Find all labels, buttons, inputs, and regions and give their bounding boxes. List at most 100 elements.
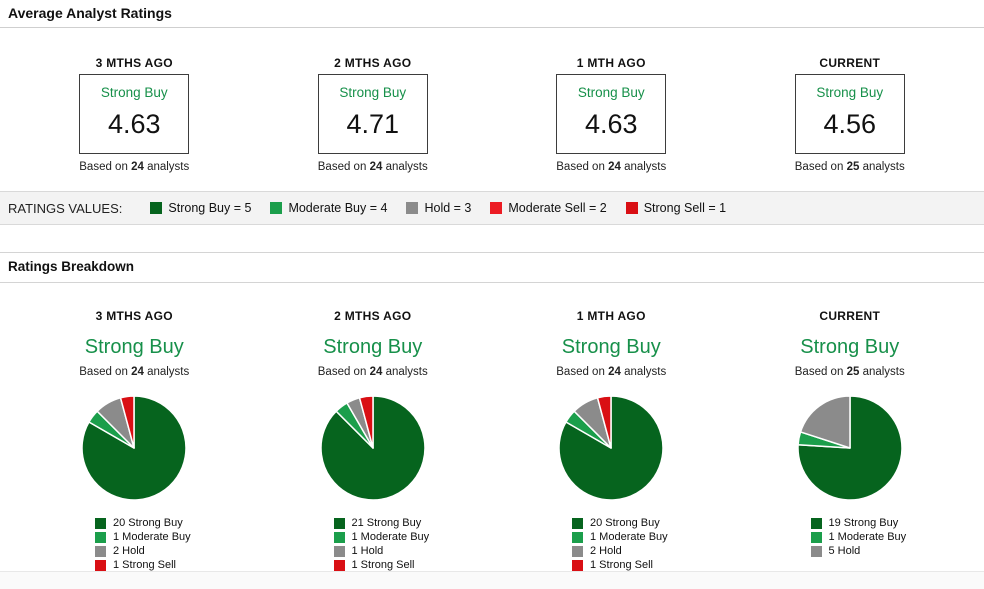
legend-color-swatch [406,202,419,214]
rating-value: 4.63 [584,109,638,139]
average-ratings-grid: 3 MTHS AGO Strong Buy 4.63 Based on 24 a… [0,28,984,173]
based-on-text: Based on 24 analysts [556,366,667,378]
pie-chart [320,395,426,501]
rating-label: Strong Buy [816,85,884,100]
analyst-count: 24 [369,366,383,378]
period-label: 3 MTHS AGO [95,56,173,70]
ratings-value-item-moderate-buy: Moderate Buy = 4 [270,201,387,215]
legend-color-swatch [572,531,583,543]
pie-legend-item: 21 Strong Buy [333,516,493,530]
pie-legend-label: 21 Strong Buy [351,517,422,529]
ratings-value-item-strong-sell: Strong Sell = 1 [625,201,727,215]
legend-color-swatch [810,531,822,543]
legend-color-swatch [95,531,106,543]
period-label: 3 MTHS AGO [95,309,173,323]
pie-legend-item: 20 Strong Buy [572,516,731,530]
pie-legend-label: 5 Hold [828,545,861,557]
pie-legend-label: 1 Strong Sell [113,559,176,571]
based-on-text: Based on 25 analysts [794,161,905,173]
pie-legend-item: 5 Hold [810,544,970,558]
pie-slice [799,395,851,449]
pie-legend-label: 1 Moderate Buy [351,531,430,543]
rating-label: Strong Buy [84,336,184,358]
rating-label: Strong Buy [561,336,661,358]
legend-color-swatch [95,559,106,571]
analyst-count: 24 [608,161,621,173]
based-on-text: Based on 24 analysts [79,161,190,173]
pie-slice [320,395,426,501]
pie-legend: 21 Strong Buy 1 Moderate Buy 1 Hold 1 Stron… [333,516,493,572]
legend-color-swatch [625,202,638,214]
legend-color-swatch [572,517,583,529]
average-column-1mth: 1 MTH AGO Strong Buy 4.63 Based on 24 an… [492,56,731,173]
period-label: 1 MTH AGO [576,56,646,70]
pie-legend-item: 1 Strong Sell [572,558,731,572]
pie-legend-item: 1 Moderate Buy [810,530,970,544]
pie-legend-item: 2 Hold [572,544,731,558]
breakdown-column-3mths: 3 MTHS AGO Strong Buy Based on 24 analys… [15,309,254,572]
legend-item-label: Moderate Buy = 4 [288,201,388,215]
pie-legend: 20 Strong Buy 1 Moderate Buy 2 Hold 1 Stron… [95,516,254,572]
pie-legend-label: 1 Moderate Buy [590,531,668,543]
pie-legend-label: 1 Moderate Buy [828,531,907,543]
based-on-text: Based on 24 analysts [317,366,428,378]
legend-color-swatch [333,531,345,543]
breakdown-column-1mth: 1 MTH AGO Strong Buy Based on 24 analyst… [492,309,731,572]
pie-legend-item: 1 Moderate Buy [95,530,254,544]
breakdown-section-header: Ratings Breakdown [0,252,984,283]
based-on-text: Based on 24 analysts [79,366,190,378]
legend-color-swatch [150,202,163,214]
pie-legend-label: 2 Hold [113,545,145,557]
legend-color-swatch [810,517,822,529]
pie-legend-item: 19 Strong Buy [810,516,970,530]
rating-value: 4.56 [823,109,877,139]
pie-legend-item: 20 Strong Buy [95,516,254,530]
rating-value: 4.63 [107,109,161,139]
period-label: CURRENT [819,309,881,323]
pie-legend-label: 1 Strong Sell [590,559,653,571]
pie-legend-item: 1 Hold [333,544,493,558]
based-on-text: Based on 25 analysts [794,366,905,378]
rating-box: Strong Buy 4.63 [79,74,190,154]
breakdown-title: Ratings Breakdown [8,259,135,274]
legend-item-label: Strong Sell = 1 [643,201,727,215]
legend-color-swatch [572,559,583,571]
pie-legend-item: 1 Strong Sell [333,558,493,572]
period-label: CURRENT [819,56,881,70]
page-header: Average Analyst Ratings [0,0,984,28]
rating-box: Strong Buy 4.71 [317,74,428,154]
rating-label: Strong Buy [800,336,900,358]
rating-label: Strong Buy [577,85,645,100]
analyst-count: 25 [846,161,860,173]
breakdown-grid: 3 MTHS AGO Strong Buy Based on 24 analys… [0,283,984,572]
pie-chart [81,395,187,501]
based-on-text: Based on 24 analysts [556,161,667,173]
rating-label: Strong Buy [323,336,423,358]
pie-legend-item: 1 Moderate Buy [333,530,493,544]
breakdown-column-2mths: 2 MTHS AGO Strong Buy Based on 24 analys… [254,309,493,572]
bottom-divider [0,571,984,589]
ratings-value-item-hold: Hold = 3 [406,201,471,215]
average-column-current: CURRENT Strong Buy 4.56 Based on 25 anal… [731,56,970,173]
legend-item-label: Strong Buy = 5 [168,201,252,215]
ratings-values-bar: RATINGS VALUES: Strong Buy = 5 Moderate … [0,191,984,225]
pie-chart [797,395,903,501]
rating-box: Strong Buy 4.63 [556,74,667,154]
legend-color-swatch [490,202,503,214]
legend-color-swatch [572,545,583,557]
analyst-count: 24 [608,366,621,378]
rating-label: Strong Buy [339,85,407,100]
pie-legend-label: 20 Strong Buy [113,517,183,529]
period-label: 2 MTHS AGO [334,56,412,70]
legend-color-swatch [333,559,345,571]
legend-color-swatch [810,545,822,557]
pie-legend-label: 20 Strong Buy [590,517,660,529]
pie-legend-item: 1 Moderate Buy [572,530,731,544]
period-label: 2 MTHS AGO [334,309,412,323]
legend-color-swatch [95,545,106,557]
pie-legend-item: 1 Strong Sell [95,558,254,572]
average-column-3mths: 3 MTHS AGO Strong Buy 4.63 Based on 24 a… [15,56,254,173]
rating-value: 4.71 [346,109,400,139]
pie-slice [597,395,612,449]
ratings-values-items: Strong Buy = 5 Moderate Buy = 4 Hold = 3… [150,201,726,215]
